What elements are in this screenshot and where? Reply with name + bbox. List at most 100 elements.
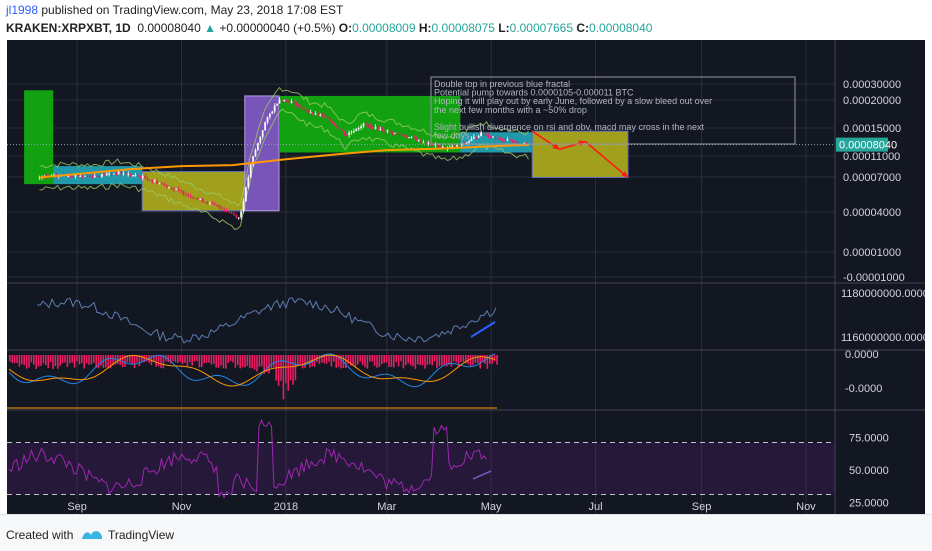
macd-hist-bar-194 <box>474 355 477 364</box>
macd-hist-bar-112 <box>277 355 280 386</box>
macd-hist-bar-63 <box>160 355 162 369</box>
macd-hist-bar-84 <box>210 355 213 365</box>
candle-body-147 <box>391 131 394 134</box>
candle-body-106 <box>293 101 295 103</box>
macd-hist-bar-116 <box>287 355 289 391</box>
macd-hist-bar-124 <box>306 355 309 364</box>
price-axis-tick-2: 0.00015000 <box>843 123 901 135</box>
candle-body-148 <box>393 132 396 134</box>
candle-body-172 <box>451 146 454 148</box>
candle-body-35 <box>122 173 125 175</box>
candle-body-168 <box>441 146 444 148</box>
candle-body-42 <box>139 176 142 178</box>
macd-hist-bar-179 <box>438 355 441 367</box>
candle-body-196 <box>509 139 511 141</box>
candle-body-87 <box>247 177 250 188</box>
candle-body-136 <box>365 123 367 126</box>
macd-hist-bar-66 <box>167 355 169 362</box>
candle-body-76 <box>221 207 223 210</box>
macd-hist-bar-61 <box>155 355 157 367</box>
macd-hist-bar-49 <box>126 355 129 363</box>
macd-hist-bar-78 <box>196 355 198 362</box>
candle-body-14 <box>72 176 75 178</box>
macd-hist-bar-144 <box>354 355 357 367</box>
macd-hist-bar-168 <box>412 355 414 367</box>
candle-body-118 <box>321 114 324 116</box>
projection-arrowhead-0 <box>552 143 560 150</box>
macd-signal-line <box>8 354 496 387</box>
macd-hist-bar-29 <box>78 355 81 365</box>
candle-body-125 <box>338 128 341 130</box>
candle-body-195 <box>506 139 509 141</box>
candle-body-16 <box>77 175 79 177</box>
candle-body-133 <box>357 128 360 130</box>
macd-hist-bar-10 <box>33 355 35 365</box>
macd-hist-bar-154 <box>378 355 381 367</box>
candle-body-84 <box>240 211 243 218</box>
macd-hist-bar-73 <box>184 355 186 363</box>
candle-body-50 <box>158 183 161 185</box>
macd-hist-bar-157 <box>385 355 388 363</box>
zone-box-0 <box>24 90 54 185</box>
annotation-line-3: the next few months with a ~50% drop <box>434 105 587 115</box>
candle-body-33 <box>117 171 120 174</box>
candle-body-127 <box>343 131 346 135</box>
time-axis-tick-1: Nov <box>172 501 192 513</box>
candle-body-174 <box>456 144 459 147</box>
macd-hist-bar-153 <box>376 355 378 368</box>
macd-hist-bar-178 <box>436 355 438 369</box>
price-axis-tick-4: 0.00007000 <box>843 172 901 184</box>
macd-hist-bar-55 <box>141 355 143 362</box>
macd-hist-bar-196 <box>479 355 481 369</box>
chart-canvas[interactable]: 0.00008040 Double top in previous blue fr… <box>7 40 925 514</box>
macd-hist-bar-182 <box>445 355 448 367</box>
macd-hist-bar-13 <box>40 355 42 366</box>
candle-body-122 <box>331 121 334 123</box>
tradingview-brand[interactable]: TradingView <box>108 528 175 542</box>
macd-hist-bar-74 <box>186 355 189 367</box>
macd-hist-bar-83 <box>208 355 210 363</box>
candle-body-194 <box>504 140 507 142</box>
time-axis-tick-7: Nov <box>796 501 816 513</box>
candle-body-134 <box>360 126 363 129</box>
macd-hist-bar-64 <box>162 355 165 369</box>
macd-hist-bar-14 <box>42 355 45 364</box>
bb-lower-line <box>39 108 529 230</box>
macd-hist-bar-2 <box>13 355 16 364</box>
macd-hist-bar-19 <box>54 355 57 367</box>
macd-hist-bar-148 <box>364 355 366 368</box>
candle-body-54 <box>168 187 171 189</box>
macd-hist-bar-42 <box>109 355 112 369</box>
macd-hist-bar-191 <box>467 355 469 365</box>
macd-hist-bar-5 <box>21 355 23 365</box>
candle-body-85 <box>242 200 245 212</box>
candle-body-197 <box>511 140 514 142</box>
annotation-line-2: Hoping it will play out by early June, f… <box>434 96 712 106</box>
candle-body-78 <box>225 210 228 212</box>
candle-body-143 <box>381 129 384 132</box>
macd-hist-bar-46 <box>119 355 121 366</box>
candle-body-157 <box>415 138 418 141</box>
macd-hist-bar-180 <box>441 355 443 366</box>
macd-hist-bar-9 <box>30 355 33 363</box>
candle-body-144 <box>384 131 387 133</box>
candle-body-66 <box>197 198 199 200</box>
candle-body-31 <box>113 173 115 175</box>
zone-box-6 <box>531 130 629 178</box>
macd-hist-bar-110 <box>273 355 275 368</box>
macd-hist-bar-71 <box>179 355 181 362</box>
author-link[interactable]: jl1998 <box>6 3 39 17</box>
created-with-label: Created with <box>6 528 74 542</box>
price-axis-tick-6: 0.00001000 <box>843 247 901 259</box>
candle-body-46 <box>149 180 151 182</box>
candle-body-111 <box>305 109 307 112</box>
macd-hist-bar-193 <box>472 355 474 366</box>
macd-hist-bar-146 <box>359 355 361 362</box>
macd-hist-bar-177 <box>433 355 436 362</box>
macd-hist-bar-167 <box>409 355 412 366</box>
candle-body-39 <box>132 175 135 177</box>
macd-hist-bar-48 <box>124 355 126 367</box>
macd-hist-bar-27 <box>73 355 76 368</box>
macd-hist-bar-101 <box>251 355 253 369</box>
candle-body-75 <box>218 205 221 208</box>
